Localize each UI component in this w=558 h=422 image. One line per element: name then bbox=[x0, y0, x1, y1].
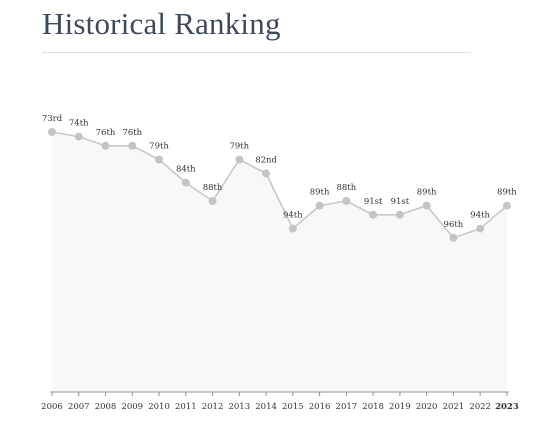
data-point[interactable] bbox=[208, 197, 217, 205]
area-fill bbox=[52, 132, 507, 392]
data-point[interactable] bbox=[502, 201, 511, 210]
series-line bbox=[51, 131, 508, 239]
x-tick-label: 2016 bbox=[309, 402, 331, 412]
data-point[interactable] bbox=[422, 201, 431, 210]
x-tick-label: 2011 bbox=[175, 402, 197, 412]
data-point[interactable] bbox=[128, 141, 137, 150]
data-point[interactable] bbox=[395, 210, 404, 219]
data-point[interactable] bbox=[315, 201, 324, 210]
x-tick-label: 2010 bbox=[148, 402, 170, 412]
data-point[interactable] bbox=[181, 178, 190, 187]
data-point[interactable] bbox=[476, 224, 485, 233]
page-title: Historical Ranking bbox=[42, 6, 281, 41]
point-label: 73rd bbox=[42, 114, 63, 124]
title-divider bbox=[42, 52, 471, 53]
x-tick-label: 2014 bbox=[255, 402, 277, 412]
x-tick-label: 2019 bbox=[389, 402, 411, 412]
point-label: 79th bbox=[149, 142, 169, 152]
data-point[interactable] bbox=[449, 233, 458, 242]
point-label: 76th bbox=[122, 128, 142, 138]
point-label: 91st bbox=[391, 197, 410, 207]
data-point[interactable] bbox=[369, 210, 378, 219]
x-tick-label: 2017 bbox=[336, 402, 358, 412]
x-tick-label: 2023 bbox=[495, 402, 519, 412]
x-tick-label: 2008 bbox=[95, 402, 117, 412]
point-label: 74th bbox=[69, 119, 89, 129]
data-point[interactable] bbox=[74, 132, 83, 141]
x-tick-label: 2021 bbox=[443, 402, 465, 412]
data-point[interactable] bbox=[155, 155, 164, 164]
x-tick-label: 2012 bbox=[202, 402, 224, 412]
point-label: 82nd bbox=[255, 155, 277, 165]
data-point[interactable] bbox=[288, 224, 297, 233]
point-label: 89th bbox=[417, 188, 437, 198]
data-point[interactable] bbox=[235, 155, 244, 164]
point-label: 88th bbox=[337, 183, 357, 193]
x-tick-label: 2020 bbox=[416, 402, 438, 412]
point-label: 88th bbox=[203, 183, 223, 193]
point-label: 76th bbox=[96, 128, 116, 138]
data-point[interactable] bbox=[262, 169, 271, 178]
data-point[interactable] bbox=[342, 197, 351, 205]
point-label: 79th bbox=[229, 142, 249, 152]
x-tick-label: 2007 bbox=[68, 402, 90, 412]
point-label: 94th bbox=[470, 211, 490, 221]
point-label: 94th bbox=[283, 211, 303, 221]
x-tick-label: 2006 bbox=[41, 402, 63, 412]
point-label: 91st bbox=[364, 197, 383, 207]
x-tick-label: 2018 bbox=[362, 402, 384, 412]
x-tick-label: 2009 bbox=[121, 402, 143, 412]
data-point[interactable] bbox=[101, 141, 110, 150]
point-label: 89th bbox=[310, 188, 330, 198]
x-tick-label: 2022 bbox=[469, 402, 491, 412]
point-label: 89th bbox=[497, 188, 517, 198]
point-label: 96th bbox=[444, 220, 464, 230]
x-tick-label: 2013 bbox=[228, 402, 250, 412]
point-label: 84th bbox=[176, 165, 196, 175]
data-point[interactable] bbox=[48, 128, 56, 136]
x-tick-label: 2015 bbox=[282, 402, 304, 412]
